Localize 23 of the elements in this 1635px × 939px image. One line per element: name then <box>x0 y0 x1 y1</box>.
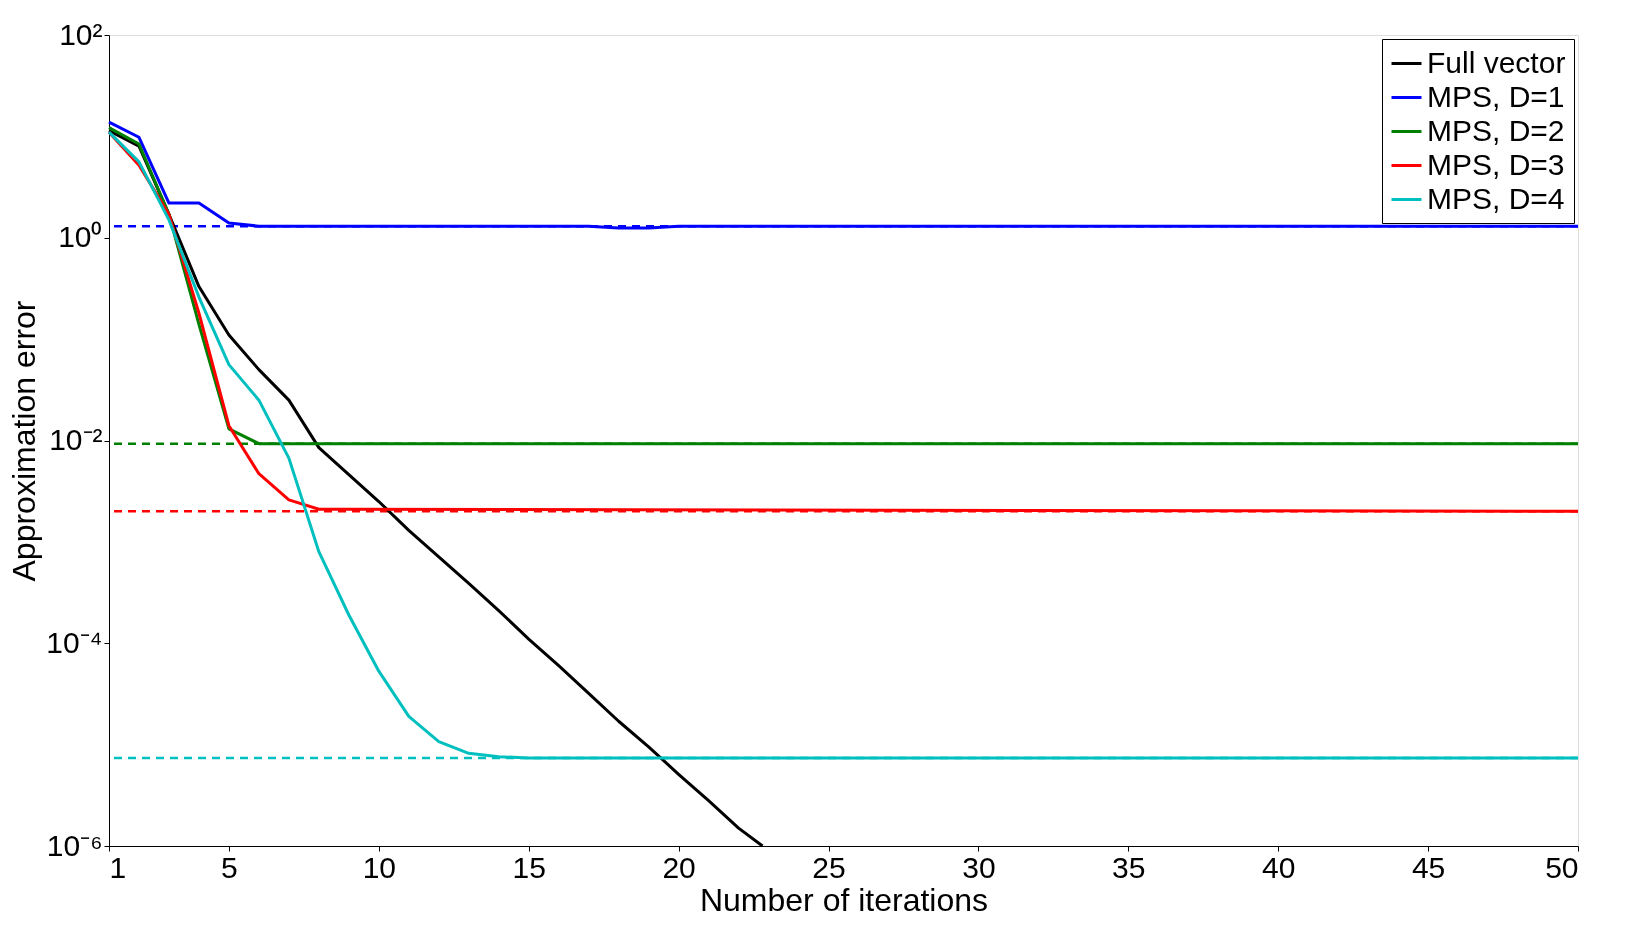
x-tick-label: 5 <box>221 850 238 884</box>
legend-label: MPS, D=3 <box>1427 147 1565 181</box>
y-tick-label: 10⁰ <box>58 220 103 254</box>
x-tick-label: 50 <box>1545 850 1579 884</box>
x-tick-label: 15 <box>512 850 546 884</box>
x-tick-label: 40 <box>1262 850 1296 884</box>
x-tick-label: 20 <box>662 850 696 884</box>
y-axis-title: Approximation error <box>6 300 43 582</box>
y-tick-label: 10⁻⁶ <box>46 828 103 862</box>
y-tick-label: 10⁻² <box>49 423 103 456</box>
legend-label: Full vector <box>1427 45 1566 79</box>
x-tick-label: 1 <box>109 850 127 884</box>
x-tick-label: 45 <box>1411 850 1446 884</box>
legend-label: MPS, D=1 <box>1427 79 1565 113</box>
x-axis-title: Number of iterations <box>699 881 989 918</box>
legend-label: MPS, D=4 <box>1427 181 1565 215</box>
y-tick-label: 10⁻⁴ <box>46 625 103 659</box>
x-tick-label: 30 <box>962 850 996 884</box>
x-tick-label: 10 <box>362 850 396 884</box>
y-tick-label: 10² <box>59 17 103 51</box>
legend-label: MPS, D=2 <box>1427 113 1565 147</box>
x-tick-label: 35 <box>1112 850 1146 884</box>
x-tick-label: 25 <box>812 850 846 884</box>
